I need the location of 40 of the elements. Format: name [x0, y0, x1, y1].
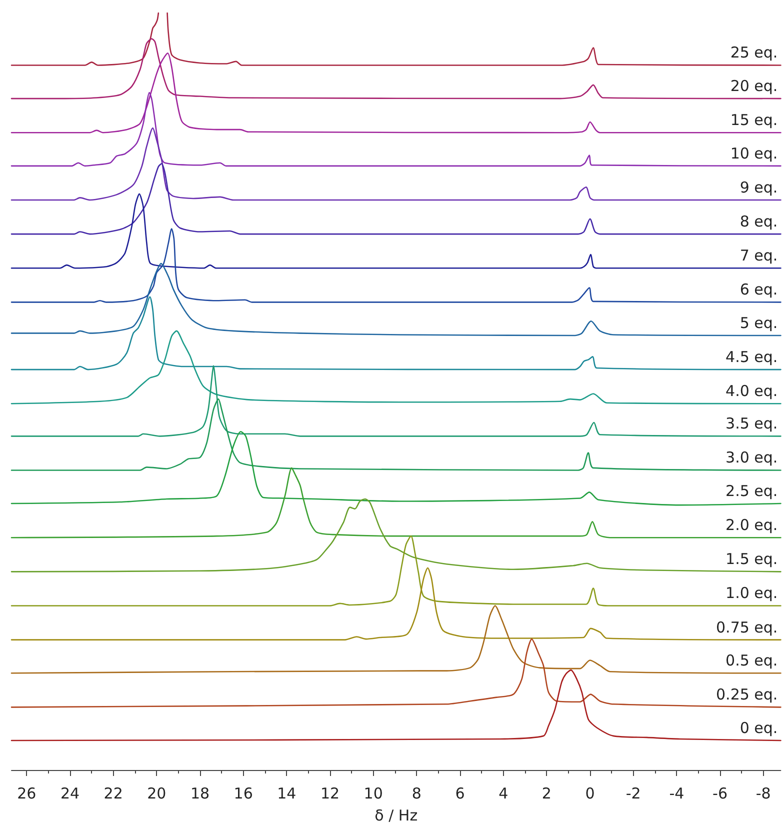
- series-label: 10 eq.: [730, 144, 778, 162]
- x-tick-label: -8: [756, 784, 771, 802]
- series-label: 8 eq.: [740, 212, 778, 231]
- series-label: 6 eq.: [740, 280, 778, 299]
- x-tick-label: 16: [234, 784, 253, 802]
- series-label: 0 eq.: [740, 718, 778, 737]
- x-tick-label: 8: [412, 784, 422, 802]
- x-tick-label: 24: [60, 784, 80, 802]
- x-tick-label: -4: [669, 784, 684, 802]
- series-label: 3.0 eq.: [726, 448, 778, 467]
- x-tick-label: 10: [364, 784, 383, 802]
- series-label: 3.5 eq.: [726, 414, 778, 433]
- series-label: 4.0 eq.: [726, 382, 778, 400]
- series-label: 7 eq.: [740, 246, 778, 265]
- x-tick-label: 26: [17, 784, 36, 802]
- series-label: 2.0 eq.: [726, 516, 778, 534]
- x-tick-label: 18: [190, 784, 210, 802]
- series-label: 1.5 eq.: [726, 550, 778, 568]
- x-tick-label: -2: [626, 784, 641, 802]
- series-label: 2.5 eq.: [726, 482, 778, 500]
- series-label: 0.25 eq.: [716, 686, 778, 704]
- x-tick-label: 14: [277, 784, 296, 802]
- series-label: 5 eq.: [740, 314, 778, 332]
- x-axis-title: δ / Hz: [374, 806, 418, 824]
- x-tick-label: 6: [455, 784, 465, 802]
- x-tick-label: 20: [147, 784, 166, 802]
- series-label: 20 eq.: [730, 77, 778, 96]
- x-tick-label: 22: [104, 784, 123, 802]
- series-label: 25 eq.: [730, 44, 778, 62]
- series-label: 1.0 eq.: [726, 584, 778, 602]
- series-label: 0.5 eq.: [726, 652, 778, 670]
- series-label: 9 eq.: [740, 178, 778, 196]
- series-label: 4.5 eq.: [726, 348, 778, 366]
- x-tick-label: 2: [542, 784, 552, 802]
- x-tick-label: -6: [712, 784, 728, 802]
- x-tick-label: 0: [585, 784, 595, 802]
- x-tick-label: 12: [320, 784, 340, 802]
- series-label: 15 eq.: [730, 111, 778, 130]
- series-label: 0.75 eq.: [716, 618, 778, 636]
- x-tick-label: 4: [498, 784, 508, 802]
